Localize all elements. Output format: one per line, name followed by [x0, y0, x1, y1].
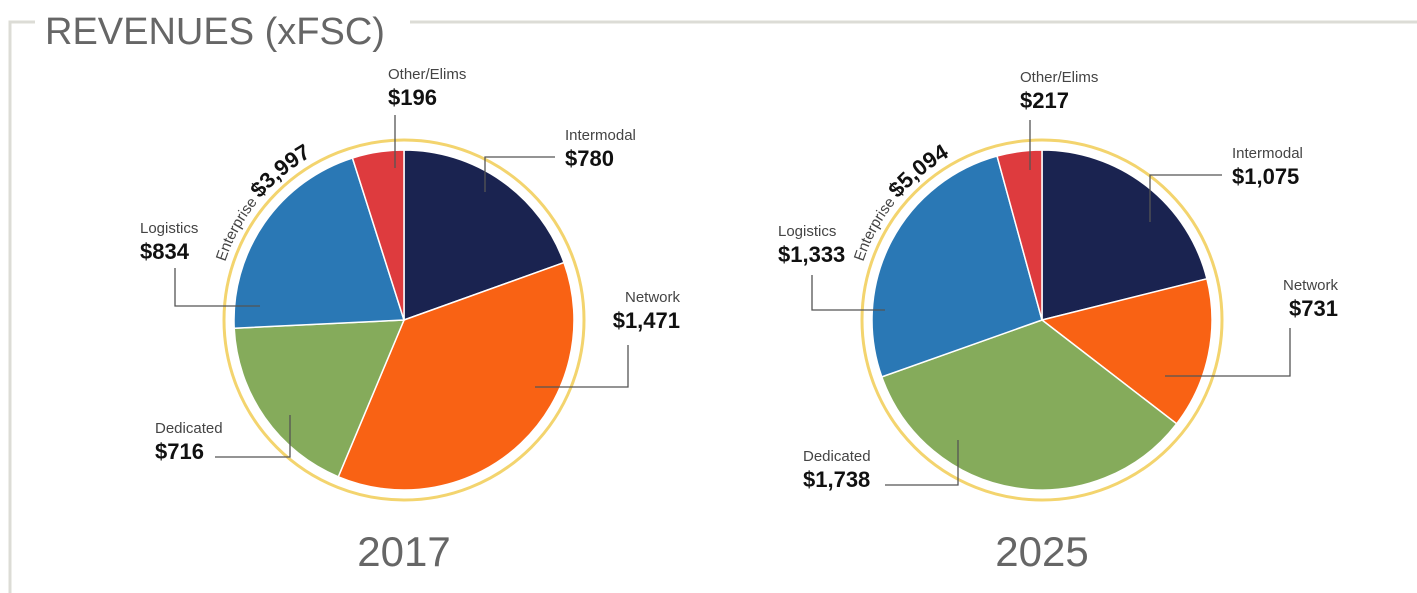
slice-name: Dedicated	[155, 420, 223, 437]
pie-slice	[996, 149, 1043, 321]
leader-line	[535, 345, 629, 388]
leader-line	[174, 268, 260, 307]
slice-value: $1,333	[778, 242, 845, 267]
slice-name: Intermodal	[565, 127, 636, 144]
slice-value: $834	[140, 239, 190, 264]
slice-value: $196	[388, 85, 437, 110]
leader-line	[885, 440, 959, 486]
pie-title: 2017	[357, 528, 450, 575]
slice-value: $780	[565, 146, 614, 171]
pie-title: 2025	[995, 528, 1088, 575]
pie-ring	[222, 138, 586, 502]
slice-value: $731	[1289, 296, 1338, 321]
slice-name: Logistics	[140, 220, 198, 237]
slice-value: $1,738	[803, 467, 870, 492]
slice-name: Logistics	[778, 223, 836, 240]
leader-line	[1165, 328, 1291, 377]
pie-slice	[1040, 277, 1213, 425]
leader-line	[1149, 174, 1222, 222]
pie-slice	[233, 157, 406, 329]
slice-name: Dedicated	[803, 448, 871, 465]
leader-line	[811, 275, 885, 311]
slice-value: $217	[1020, 88, 1069, 113]
slice-name: Intermodal	[1232, 145, 1303, 162]
slice-value: $1,075	[1232, 164, 1299, 189]
slice-name: Other/Elims	[1020, 69, 1098, 86]
pie-slice	[351, 149, 405, 321]
pie-slice	[233, 319, 406, 478]
page-title: REVENUES (xFSC)	[45, 11, 385, 53]
pie-ring	[860, 138, 1224, 502]
pie-slice	[1041, 149, 1208, 321]
slice-name: Other/Elims	[388, 66, 466, 83]
slice-value: $1,471	[613, 308, 680, 333]
slice-name: Network	[1283, 277, 1339, 294]
slice-value: $716	[155, 439, 204, 464]
leader-line	[215, 415, 291, 458]
frame	[8, 20, 35, 593]
pie-slice	[403, 149, 565, 322]
slice-name: Network	[625, 289, 681, 306]
leader-line	[484, 156, 555, 192]
pie-slice	[337, 261, 575, 491]
pie-slice	[871, 155, 1043, 378]
pie-slice	[880, 319, 1178, 491]
